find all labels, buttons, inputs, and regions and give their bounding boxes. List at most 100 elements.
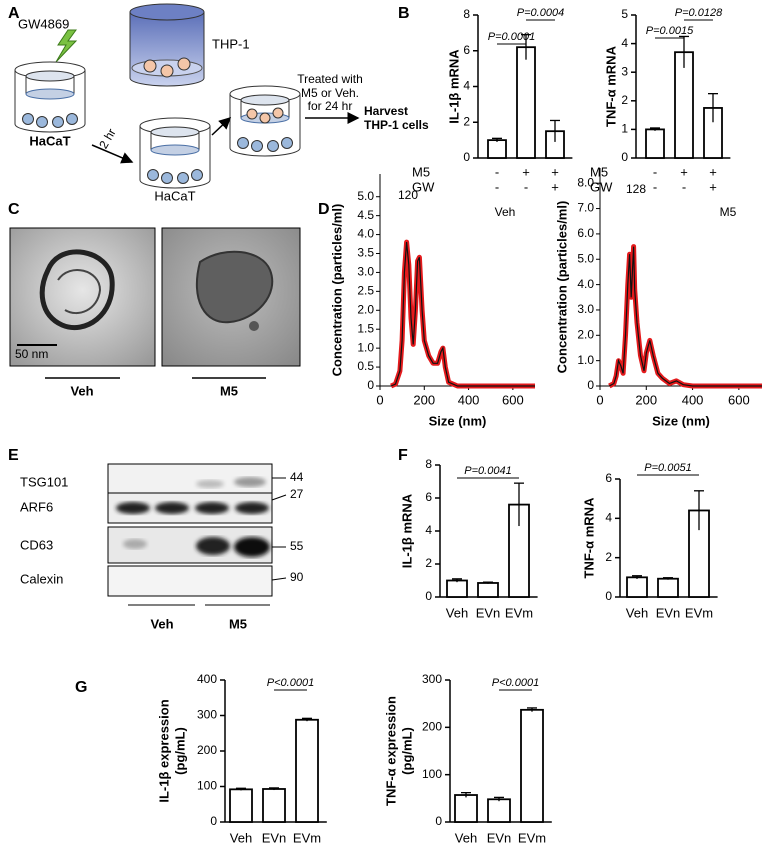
y-tick-label: 3.0 (357, 265, 374, 279)
x-tick-label: EVn (656, 605, 681, 620)
y-tick-label: 4 (621, 36, 628, 50)
y-tick-label: 0 (367, 378, 374, 392)
group-label: Veh (70, 383, 93, 398)
row-sign: + (709, 164, 717, 179)
bar (487, 139, 507, 159)
y-tick-label: 0 (605, 589, 612, 603)
x-tick-label: 400 (682, 392, 704, 407)
y-tick-label: 4 (605, 511, 612, 525)
y-tick-label: 4.0 (577, 277, 594, 291)
legend-label: Veh (495, 205, 516, 219)
x-tick-label: 0 (376, 392, 383, 407)
x-tick-label: Veh (626, 605, 648, 620)
cell-label: THP-1 (212, 36, 250, 51)
row-sign: - (653, 164, 657, 179)
y-tick-label: 2 (621, 93, 628, 107)
y-tick-label: 1 (621, 122, 628, 136)
blot (107, 463, 287, 606)
y-axis-label: TNF-α mRNA (581, 497, 596, 579)
y-axis-label: IL-1β expression (156, 699, 171, 802)
y-tick-label: 100 (197, 779, 217, 793)
row-label: GW (412, 179, 435, 194)
y-axis-label: Concentration (particles/ml) (329, 204, 344, 377)
panel-label: C (8, 201, 20, 218)
y-axis-label: IL-1β mRNA (399, 493, 414, 568)
p-value: P=0.0015 (646, 25, 694, 37)
x-tick-label: Veh (455, 830, 477, 845)
x-tick-label: EVn (476, 605, 501, 620)
y-tick-label: 4 (463, 79, 470, 93)
y-axis-label: (pg/mL) (172, 727, 187, 775)
y-tick-label: 0.5 (357, 359, 374, 373)
y-tick-label: 5.0 (577, 251, 594, 265)
line (390, 242, 535, 387)
row-sign: - (495, 164, 499, 179)
row-sign: - (495, 179, 499, 194)
y-tick-label: 0 (425, 589, 432, 603)
y-tick-label: 4.5 (357, 208, 374, 222)
y-tick-label: 0 (435, 814, 442, 828)
y-tick-label: 1.0 (577, 353, 594, 367)
y-tick-label: 8.0 (577, 175, 594, 189)
treatment-text: Treated with (297, 72, 363, 86)
y-tick-label: 1.5 (357, 321, 374, 335)
y-axis-label: IL-1β mRNA (446, 49, 461, 124)
y-tick-label: 7.0 (577, 201, 594, 215)
x-tick-label: EVm (505, 605, 533, 620)
blot-label: TSG101 (20, 474, 68, 489)
p-value: P<0.0001 (492, 677, 539, 689)
x-tick-label: 400 (458, 392, 480, 407)
mw-label: 44 (290, 470, 304, 484)
y-tick-label: 3 (621, 64, 628, 78)
y-tick-label: 300 (197, 708, 217, 722)
bar (520, 708, 544, 823)
bar (229, 788, 253, 823)
y-tick-label: 6 (463, 43, 470, 57)
row-sign: + (709, 179, 717, 194)
blot-label: Calexin (20, 571, 63, 586)
bar (295, 718, 319, 823)
x-tick-label: EVm (685, 605, 713, 620)
line (609, 246, 762, 387)
panel-label: D (318, 201, 330, 218)
row-sign: - (682, 179, 686, 194)
panel-label: A (8, 5, 20, 22)
row-label: M5 (412, 164, 430, 179)
harvest-text: THP-1 cells (364, 118, 429, 132)
y-axis-label: TNF-α expression (383, 696, 398, 806)
cell-label: HaCaT (29, 133, 70, 148)
row-sign: - (524, 179, 528, 194)
panel-label: B (398, 5, 410, 22)
bar (487, 798, 511, 823)
treatment-text: for 24 hr (308, 99, 353, 113)
x-axis-label: Size (nm) (429, 413, 487, 428)
p-value: P<0.0001 (267, 677, 314, 689)
y-tick-label: 0 (587, 378, 594, 392)
scale-bar-label: 50 nm (15, 347, 48, 361)
y-tick-label: 4.0 (357, 227, 374, 241)
y-tick-label: 3.0 (577, 302, 594, 316)
bar (262, 788, 286, 823)
y-tick-label: 0 (463, 150, 470, 164)
x-tick-label: EVn (262, 830, 287, 845)
y-tick-label: 6 (605, 471, 612, 485)
y-tick-label: 0 (621, 150, 628, 164)
y-tick-label: 3.5 (357, 246, 374, 260)
bar (516, 46, 536, 159)
x-tick-label: 600 (728, 392, 750, 407)
line-band (390, 239, 535, 389)
schematic (14, 3, 360, 189)
row-sign: + (551, 164, 559, 179)
peak-label: 128 (626, 182, 646, 196)
x-tick-label: 200 (413, 392, 435, 407)
row-sign: + (522, 164, 530, 179)
mw-label: 90 (290, 570, 304, 584)
y-tick-label: 5.0 (357, 189, 374, 203)
y-tick-label: 6 (425, 490, 432, 504)
y-tick-label: 1.0 (357, 340, 374, 354)
y-tick-label: 200 (422, 720, 442, 734)
y-tick-label: 300 (422, 672, 442, 686)
y-tick-label: 2 (605, 550, 612, 564)
p-value: P=0.0041 (464, 465, 511, 477)
x-tick-label: EVm (518, 830, 546, 845)
